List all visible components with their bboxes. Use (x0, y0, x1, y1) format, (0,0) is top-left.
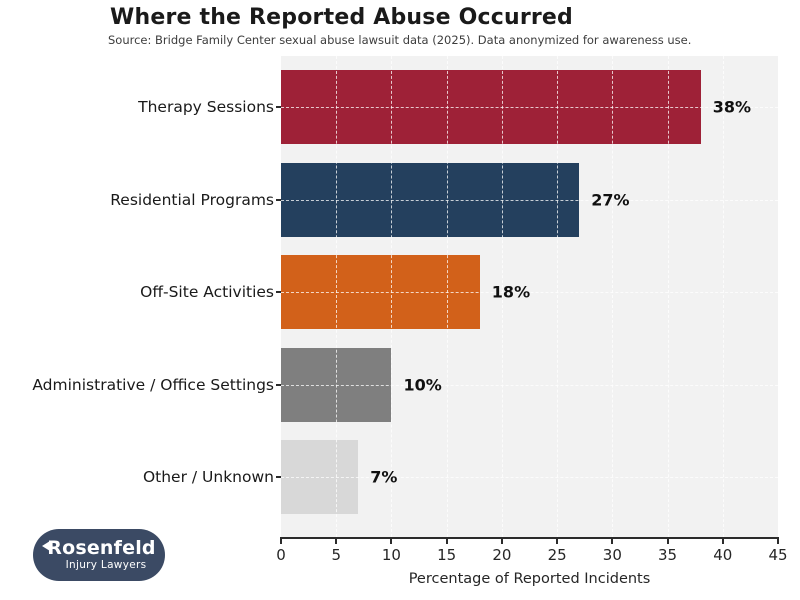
x-tick-label: 5 (331, 546, 341, 564)
bar-value-label: 27% (591, 190, 630, 209)
bar-residential-programs (281, 162, 580, 237)
gridline-vertical (778, 56, 779, 537)
arrow-left-icon (42, 540, 51, 551)
bar-value-label: 38% (712, 97, 751, 117)
x-tick-label: 30 (602, 546, 622, 564)
rosenfeld-injury-lawyers-logo: Rosenfeld Injury Lawyers (33, 529, 165, 581)
gridline-vertical (722, 56, 724, 537)
bar-value-label: 10% (403, 375, 442, 394)
x-tick-label: 45 (768, 546, 788, 564)
x-tick-mark (500, 539, 503, 544)
x-tick-label: 35 (658, 546, 678, 564)
x-tick-mark (390, 539, 393, 544)
category-label-off-site-activities: Off-Site Activities (140, 283, 274, 301)
x-tick-label: 10 (381, 546, 401, 564)
x-tick-label: 25 (547, 546, 567, 564)
y-tick-mark (276, 198, 281, 201)
logo-name: Rosenfeld (47, 537, 156, 559)
x-tick-mark (335, 539, 338, 544)
y-tick-mark (276, 476, 281, 478)
chart-title: Where the Reported Abuse Occurred (110, 5, 573, 30)
x-tick-label: 15 (437, 546, 457, 564)
bar-value-label: 18% (491, 282, 531, 302)
category-label-therapy-sessions: Therapy Sessions (138, 98, 274, 116)
bar-other-unknown (281, 440, 359, 514)
category-label-other-unknown: Other / Unknown (142, 468, 274, 486)
x-tick-mark (777, 539, 779, 544)
x-tick-mark (611, 539, 614, 544)
x-tick-mark (280, 539, 282, 544)
bar-administrative-office-settings (281, 347, 392, 422)
x-tick-mark (666, 539, 669, 544)
x-tick-label: 20 (492, 546, 512, 564)
x-tick-label: 40 (713, 546, 733, 564)
chart-subtitle: Source: Bridge Family Center sexual abus… (108, 33, 692, 47)
x-tick-mark (556, 539, 559, 544)
x-tick-label: 0 (276, 546, 286, 564)
y-tick-mark (276, 291, 281, 293)
x-tick-mark (445, 539, 448, 544)
plot-area: 38% 27% 18% 10% 7% (281, 56, 779, 537)
bar-value-label: 7% (370, 467, 398, 487)
category-label-residential-programs: Residential Programs (110, 190, 274, 209)
x-axis-spine (280, 537, 779, 539)
category-label-administrative-office-settings: Administrative / Office Settings (32, 375, 274, 394)
x-axis-title: Percentage of Reported Incidents (408, 571, 651, 587)
logo-name-row: Rosenfeld (42, 537, 156, 559)
y-tick-mark (276, 383, 281, 386)
x-tick-mark (721, 539, 724, 544)
y-tick-mark (276, 106, 281, 108)
bar-therapy-sessions (281, 70, 701, 144)
bar-off-site-activities (281, 255, 480, 329)
logo-tagline: Injury Lawyers (65, 559, 147, 571)
